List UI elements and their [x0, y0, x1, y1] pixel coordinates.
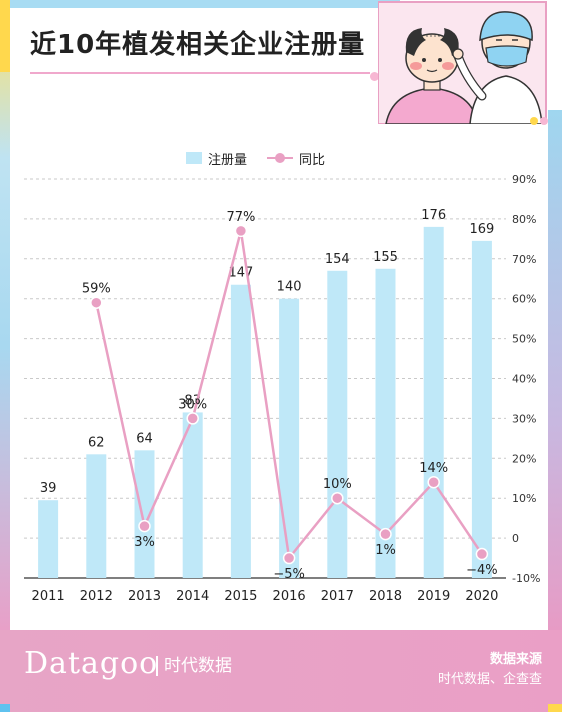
yoy-value-label: −4%: [466, 563, 498, 578]
yoy-point: [427, 475, 440, 489]
brand-logo: Datagoo: [24, 646, 159, 681]
y2-tick-label: 60%: [512, 293, 536, 306]
bar: [423, 226, 444, 578]
x-tick-label: 2014: [176, 589, 209, 604]
footer-accent-left: [0, 704, 10, 712]
yoy-value-label: −5%: [273, 567, 305, 582]
bar: [182, 412, 203, 578]
bar: [230, 284, 251, 578]
yoy-point: [475, 547, 489, 561]
decor-dot: [530, 117, 538, 125]
yoy-point: [234, 224, 248, 238]
brand-subtitle: 时代数据: [156, 656, 232, 676]
legend-line-label: 同比: [299, 152, 326, 168]
x-tick-label: 2012: [80, 589, 113, 604]
bar-value-label: 64: [136, 431, 153, 446]
y2-tick-label: 30%: [512, 412, 536, 425]
y2-tick-label: 70%: [512, 253, 536, 266]
x-tick-label: 2011: [32, 589, 65, 604]
footer-accent-right: [548, 704, 562, 712]
x-tick-label: 2015: [224, 589, 257, 604]
bar-value-label: 39: [40, 481, 57, 496]
yoy-point: [379, 527, 392, 541]
bar-value-label: 154: [325, 252, 350, 267]
x-tick-label: 2018: [369, 589, 402, 604]
yoy-point: [90, 296, 103, 309]
legend-line-swatch: [267, 152, 294, 164]
x-tick-label: 2019: [417, 589, 450, 604]
decor-dot: [540, 117, 548, 125]
yoy-value-label: 10%: [323, 477, 352, 492]
x-tick-label: 2013: [128, 589, 161, 604]
bar-value-label: 62: [88, 435, 105, 450]
chart: 90% 80% 70% 60% 50% 40% 30% 20% 10% 0 -10% 39 2011 62…: [24, 173, 540, 604]
bar-value-label: 176: [421, 208, 446, 223]
hair-transplant-illustration: [378, 1, 547, 124]
y2-tick-label: -10%: [512, 572, 540, 585]
yoy-point: [331, 491, 344, 505]
chart-title: 近10年植发相关企业注册量: [30, 30, 366, 60]
x-tick-label: 2020: [465, 589, 498, 604]
yoy-point: [282, 551, 296, 565]
bar: [86, 454, 107, 578]
bar: [38, 500, 59, 578]
title-underline: [30, 72, 370, 74]
legend: 注册量 同比: [186, 148, 325, 168]
decor-dot: [370, 72, 379, 81]
title-box: 近10年植发相关企业注册量: [10, 6, 390, 81]
yoy-point: [138, 519, 151, 533]
legend-bar-swatch: [186, 152, 202, 164]
y2-tick-label: 90%: [512, 173, 536, 186]
y2-tick-label: 20%: [512, 452, 536, 465]
yoy-value-label: 77%: [226, 210, 255, 225]
source-title: 数据来源: [489, 652, 542, 667]
source-text: 时代数据、企查查: [437, 672, 542, 687]
frame-right-stripe: [548, 110, 562, 630]
bar: [279, 298, 300, 578]
yoy-value-label: 30%: [178, 397, 207, 412]
yoy-value-label: 14%: [419, 461, 448, 476]
frame-top-stripe: [10, 0, 400, 8]
y2-tick-label: 80%: [512, 213, 536, 226]
yoy-value-label: 1%: [375, 543, 396, 558]
yoy-value-label: 3%: [134, 535, 155, 550]
y2-tick-label: 10%: [512, 492, 536, 505]
y2-tick-label: 50%: [512, 333, 536, 346]
y2-tick-label: 0: [512, 532, 519, 545]
footer: Datagoo 时代数据 数据来源 时代数据、企查查: [0, 630, 562, 712]
frame-left-stripe: [0, 0, 10, 630]
legend-bar-label: 注册量: [208, 152, 248, 168]
yoy-value-label: 59%: [82, 282, 111, 297]
bar-value-label: 140: [277, 280, 302, 295]
bar-value-label: 155: [373, 250, 398, 265]
bar-value-label: 169: [469, 222, 494, 237]
yoy-point: [186, 412, 199, 425]
bar: [375, 268, 396, 578]
bar: [471, 240, 492, 578]
y2-tick-label: 40%: [512, 373, 536, 386]
bar: [134, 450, 155, 578]
x-tick-label: 2016: [273, 589, 306, 604]
x-tick-label: 2017: [321, 589, 354, 604]
bar: [327, 270, 348, 578]
